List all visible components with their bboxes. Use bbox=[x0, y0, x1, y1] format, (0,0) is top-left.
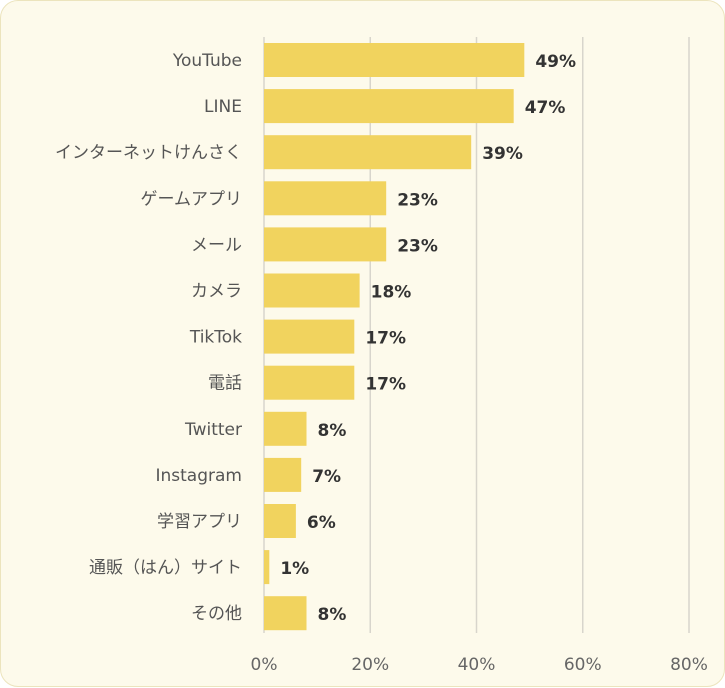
category-label: ゲームアプリ bbox=[141, 189, 243, 209]
category-label: Instagram bbox=[156, 466, 243, 486]
value-label: 7% bbox=[312, 467, 341, 487]
value-label: 6% bbox=[307, 513, 336, 533]
category-label: 学習アプリ bbox=[157, 512, 242, 532]
category-label: TikTok bbox=[189, 328, 242, 348]
value-label: 39% bbox=[482, 144, 523, 164]
labels: 0% 20% 40% 60% 80% YouTube 49% LINE 47% インターネットけん… bbox=[55, 51, 708, 675]
bar bbox=[264, 43, 525, 77]
x-tick-label: 60% bbox=[564, 655, 602, 675]
x-tick-label: 40% bbox=[458, 655, 496, 675]
x-tick-label: 80% bbox=[670, 655, 708, 675]
value-label: 49% bbox=[535, 52, 576, 72]
category-label: YouTube bbox=[172, 51, 242, 71]
bar bbox=[264, 273, 360, 308]
value-label: 1% bbox=[280, 559, 309, 579]
category-label: 電話 bbox=[208, 374, 242, 394]
x-tick-label: 20% bbox=[351, 655, 389, 675]
bar bbox=[264, 319, 355, 354]
category-label: その他 bbox=[191, 604, 242, 624]
category-label: LINE bbox=[204, 97, 242, 117]
category-label: Twitter bbox=[184, 420, 242, 440]
category-label: 通販（はん）サイト bbox=[89, 558, 242, 578]
bar bbox=[264, 550, 270, 585]
bar bbox=[264, 227, 387, 262]
bar bbox=[264, 89, 514, 124]
value-label: 17% bbox=[365, 329, 406, 349]
bar bbox=[264, 504, 296, 538]
bar bbox=[264, 411, 307, 446]
value-label: 47% bbox=[525, 98, 566, 118]
bar bbox=[264, 181, 387, 216]
bar bbox=[264, 365, 355, 400]
bars bbox=[264, 43, 525, 631]
x-tick-label: 0% bbox=[251, 655, 278, 675]
bar bbox=[264, 596, 307, 631]
category-label: カメラ bbox=[191, 282, 242, 302]
category-label: インターネットけんさく bbox=[55, 143, 242, 163]
bar bbox=[264, 457, 302, 492]
category-label: メール bbox=[191, 235, 242, 255]
value-label: 8% bbox=[318, 421, 347, 441]
value-label: 18% bbox=[371, 283, 412, 303]
value-label: 23% bbox=[397, 190, 438, 210]
value-label: 17% bbox=[365, 375, 406, 395]
value-label: 8% bbox=[318, 605, 347, 625]
bar bbox=[264, 135, 472, 170]
value-label: 23% bbox=[397, 236, 438, 256]
